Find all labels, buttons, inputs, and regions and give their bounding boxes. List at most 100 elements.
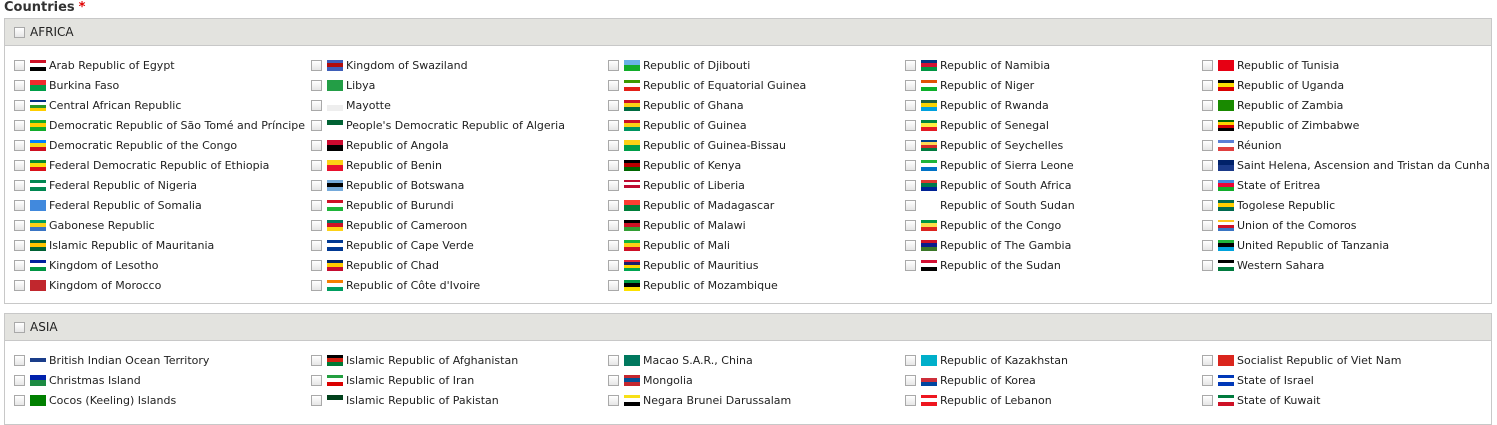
country-option[interactable]: State of Israel xyxy=(1202,372,1314,388)
country-option[interactable]: Democratic Republic of the Congo xyxy=(14,137,237,153)
country-option[interactable]: Saint Helena, Ascension and Tristan da C… xyxy=(1202,157,1490,173)
country-option[interactable]: Republic of Sierra Leone xyxy=(905,157,1074,173)
country-option[interactable]: British Indian Ocean Territory xyxy=(14,352,209,368)
country-checkbox[interactable] xyxy=(14,354,25,366)
country-checkbox[interactable] xyxy=(1202,199,1213,211)
country-checkbox[interactable] xyxy=(14,259,25,271)
country-checkbox[interactable] xyxy=(311,59,322,71)
country-option[interactable]: Republic of Mali xyxy=(608,237,730,253)
country-checkbox[interactable] xyxy=(311,159,322,171)
country-checkbox[interactable] xyxy=(14,159,25,171)
country-checkbox[interactable] xyxy=(905,354,916,366)
country-checkbox[interactable] xyxy=(608,374,619,386)
country-checkbox[interactable] xyxy=(1202,59,1213,71)
country-checkbox[interactable] xyxy=(905,59,916,71)
country-option[interactable]: Christmas Island xyxy=(14,372,141,388)
country-option[interactable]: Republic of Benin xyxy=(311,157,442,173)
country-option[interactable]: Republic of Guinea xyxy=(608,117,747,133)
country-option[interactable]: Republic of Seychelles xyxy=(905,137,1063,153)
country-checkbox[interactable] xyxy=(1202,394,1213,406)
country-option[interactable]: Arab Republic of Egypt xyxy=(14,57,175,73)
country-checkbox[interactable] xyxy=(905,239,916,251)
country-option[interactable]: Cocos (Keeling) Islands xyxy=(14,392,176,408)
country-checkbox[interactable] xyxy=(608,179,619,191)
country-option[interactable]: Republic of Chad xyxy=(311,257,439,273)
country-checkbox[interactable] xyxy=(311,279,322,291)
select-all-africa-checkbox[interactable] xyxy=(14,26,25,38)
country-checkbox[interactable] xyxy=(1202,119,1213,131)
country-option[interactable]: Kingdom of Morocco xyxy=(14,277,161,293)
country-option[interactable]: Republic of Niger xyxy=(905,77,1034,93)
country-checkbox[interactable] xyxy=(311,259,322,271)
country-checkbox[interactable] xyxy=(311,99,322,111)
country-option[interactable]: Republic of Ghana xyxy=(608,97,744,113)
country-checkbox[interactable] xyxy=(1202,79,1213,91)
country-checkbox[interactable] xyxy=(608,259,619,271)
country-checkbox[interactable] xyxy=(1202,159,1213,171)
country-checkbox[interactable] xyxy=(608,279,619,291)
country-option[interactable]: Republic of Cape Verde xyxy=(311,237,474,253)
country-option[interactable]: Kingdom of Lesotho xyxy=(14,257,158,273)
country-option[interactable]: Togolese Republic xyxy=(1202,197,1335,213)
country-option[interactable]: Macao S.A.R., China xyxy=(608,352,753,368)
country-option[interactable]: Islamic Republic of Iran xyxy=(311,372,474,388)
country-checkbox[interactable] xyxy=(14,394,25,406)
country-option[interactable]: Republic of the Sudan xyxy=(905,257,1061,273)
country-checkbox[interactable] xyxy=(905,79,916,91)
country-checkbox[interactable] xyxy=(14,199,25,211)
country-checkbox[interactable] xyxy=(608,119,619,131)
country-checkbox[interactable] xyxy=(1202,354,1213,366)
country-checkbox[interactable] xyxy=(311,394,322,406)
country-option[interactable]: Federal Republic of Nigeria xyxy=(14,177,197,193)
country-checkbox[interactable] xyxy=(905,159,916,171)
select-all-asia-checkbox[interactable] xyxy=(14,321,25,333)
country-checkbox[interactable] xyxy=(608,159,619,171)
country-option[interactable]: People's Democratic Republic of Algeria xyxy=(311,117,565,133)
country-option[interactable]: Republic of South Africa xyxy=(905,177,1071,193)
country-checkbox[interactable] xyxy=(14,179,25,191)
country-checkbox[interactable] xyxy=(14,239,25,251)
country-option[interactable]: Republic of Liberia xyxy=(608,177,745,193)
country-checkbox[interactable] xyxy=(311,239,322,251)
country-checkbox[interactable] xyxy=(905,139,916,151)
country-option[interactable]: Republic of Korea xyxy=(905,372,1036,388)
country-checkbox[interactable] xyxy=(14,79,25,91)
country-option[interactable]: Réunion xyxy=(1202,137,1282,153)
country-checkbox[interactable] xyxy=(311,119,322,131)
country-option[interactable]: Republic of Mozambique xyxy=(608,277,778,293)
country-checkbox[interactable] xyxy=(608,199,619,211)
country-option[interactable]: Republic of Senegal xyxy=(905,117,1049,133)
country-option[interactable]: Mayotte xyxy=(311,97,391,113)
country-option[interactable]: Republic of Kazakhstan xyxy=(905,352,1068,368)
country-checkbox[interactable] xyxy=(905,179,916,191)
country-checkbox[interactable] xyxy=(14,139,25,151)
country-checkbox[interactable] xyxy=(1202,239,1213,251)
country-option[interactable]: Republic of Zimbabwe xyxy=(1202,117,1359,133)
country-option[interactable]: Republic of Malawi xyxy=(608,217,746,233)
country-checkbox[interactable] xyxy=(1202,219,1213,231)
country-checkbox[interactable] xyxy=(905,374,916,386)
country-checkbox[interactable] xyxy=(1202,99,1213,111)
country-option[interactable]: Republic of Madagascar xyxy=(608,197,774,213)
country-checkbox[interactable] xyxy=(311,219,322,231)
country-option[interactable]: Republic of Namibia xyxy=(905,57,1050,73)
country-checkbox[interactable] xyxy=(311,374,322,386)
country-option[interactable]: Republic of Guinea-Bissau xyxy=(608,137,786,153)
country-checkbox[interactable] xyxy=(608,59,619,71)
country-option[interactable]: Union of the Comoros xyxy=(1202,217,1357,233)
country-checkbox[interactable] xyxy=(608,219,619,231)
country-checkbox[interactable] xyxy=(905,199,916,211)
country-checkbox[interactable] xyxy=(1202,139,1213,151)
country-checkbox[interactable] xyxy=(608,99,619,111)
country-option[interactable]: State of Kuwait xyxy=(1202,392,1320,408)
country-checkbox[interactable] xyxy=(1202,374,1213,386)
country-option[interactable]: Republic of Uganda xyxy=(1202,77,1344,93)
country-option[interactable]: Republic of South Sudan xyxy=(905,197,1075,213)
country-checkbox[interactable] xyxy=(14,119,25,131)
country-option[interactable]: Republic of the Congo xyxy=(905,217,1061,233)
country-checkbox[interactable] xyxy=(608,79,619,91)
country-option[interactable]: Republic of Equatorial Guinea xyxy=(608,77,806,93)
country-option[interactable]: Republic of Tunisia xyxy=(1202,57,1339,73)
country-option[interactable]: Libya xyxy=(311,77,375,93)
country-checkbox[interactable] xyxy=(14,59,25,71)
